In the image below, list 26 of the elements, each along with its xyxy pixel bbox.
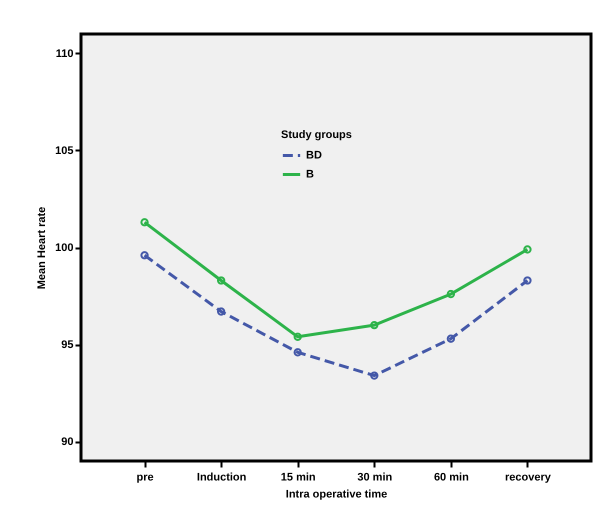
point	[216, 276, 226, 285]
y-tick-label: 110	[56, 48, 74, 60]
x-tick-label: pre	[136, 472, 154, 484]
x-tick-label: 15 min	[280, 472, 316, 484]
y-tick-label: 105	[55, 144, 74, 157]
point	[523, 276, 532, 285]
legend-label: BD	[306, 150, 322, 162]
x-tick-label: recovery	[505, 472, 552, 484]
legend-label: B	[306, 168, 314, 180]
point	[370, 371, 378, 380]
legend-title: Study groups	[281, 129, 352, 141]
point	[294, 332, 302, 341]
point	[294, 348, 302, 356]
y-axis-title: Mean Heart rate	[36, 206, 48, 290]
x-tick-label: 60 min	[434, 472, 470, 484]
y-tick-label: 100	[55, 242, 74, 254]
y-tick-label: 95	[61, 339, 74, 352]
x-tick-label: 30 min	[357, 472, 392, 484]
point	[446, 334, 456, 343]
x-axis-title: Intra operative time	[286, 488, 388, 500]
point	[446, 290, 456, 298]
point	[216, 307, 226, 316]
y-tick-label: 90	[61, 436, 74, 448]
point	[140, 251, 149, 260]
x-tick-label: Induction	[196, 472, 247, 484]
point	[370, 320, 378, 330]
